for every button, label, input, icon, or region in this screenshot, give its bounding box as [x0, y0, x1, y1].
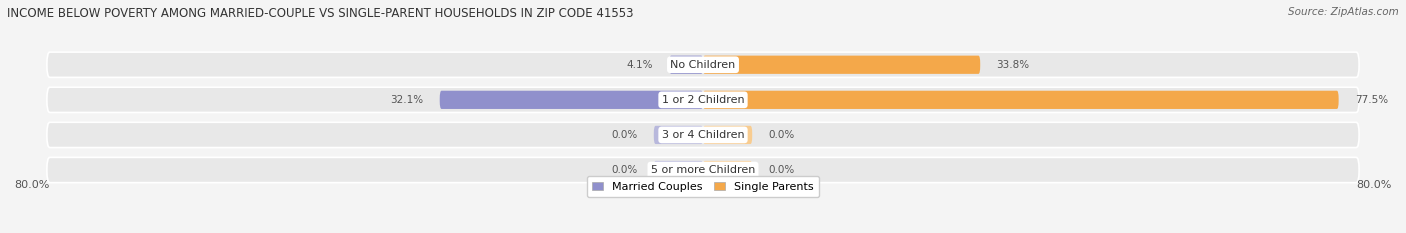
FancyBboxPatch shape [703, 56, 980, 74]
Text: 5 or more Children: 5 or more Children [651, 165, 755, 175]
Text: 1 or 2 Children: 1 or 2 Children [662, 95, 744, 105]
Text: 0.0%: 0.0% [612, 130, 637, 140]
FancyBboxPatch shape [703, 161, 752, 179]
Text: 33.8%: 33.8% [997, 60, 1029, 70]
Text: 80.0%: 80.0% [14, 180, 49, 190]
Text: 3 or 4 Children: 3 or 4 Children [662, 130, 744, 140]
FancyBboxPatch shape [654, 161, 703, 179]
Text: Source: ZipAtlas.com: Source: ZipAtlas.com [1288, 7, 1399, 17]
Text: 4.1%: 4.1% [627, 60, 652, 70]
FancyBboxPatch shape [46, 122, 1360, 147]
Text: 0.0%: 0.0% [612, 165, 637, 175]
FancyBboxPatch shape [46, 157, 1360, 183]
Legend: Married Couples, Single Parents: Married Couples, Single Parents [586, 176, 820, 197]
FancyBboxPatch shape [669, 56, 703, 74]
FancyBboxPatch shape [440, 91, 703, 109]
Text: 0.0%: 0.0% [769, 165, 794, 175]
Text: 0.0%: 0.0% [769, 130, 794, 140]
Text: 77.5%: 77.5% [1355, 95, 1388, 105]
Text: 80.0%: 80.0% [1357, 180, 1392, 190]
Text: No Children: No Children [671, 60, 735, 70]
FancyBboxPatch shape [703, 126, 752, 144]
FancyBboxPatch shape [46, 52, 1360, 77]
Text: 32.1%: 32.1% [391, 95, 423, 105]
Text: INCOME BELOW POVERTY AMONG MARRIED-COUPLE VS SINGLE-PARENT HOUSEHOLDS IN ZIP COD: INCOME BELOW POVERTY AMONG MARRIED-COUPL… [7, 7, 634, 20]
FancyBboxPatch shape [654, 126, 703, 144]
FancyBboxPatch shape [703, 91, 1339, 109]
FancyBboxPatch shape [46, 87, 1360, 113]
